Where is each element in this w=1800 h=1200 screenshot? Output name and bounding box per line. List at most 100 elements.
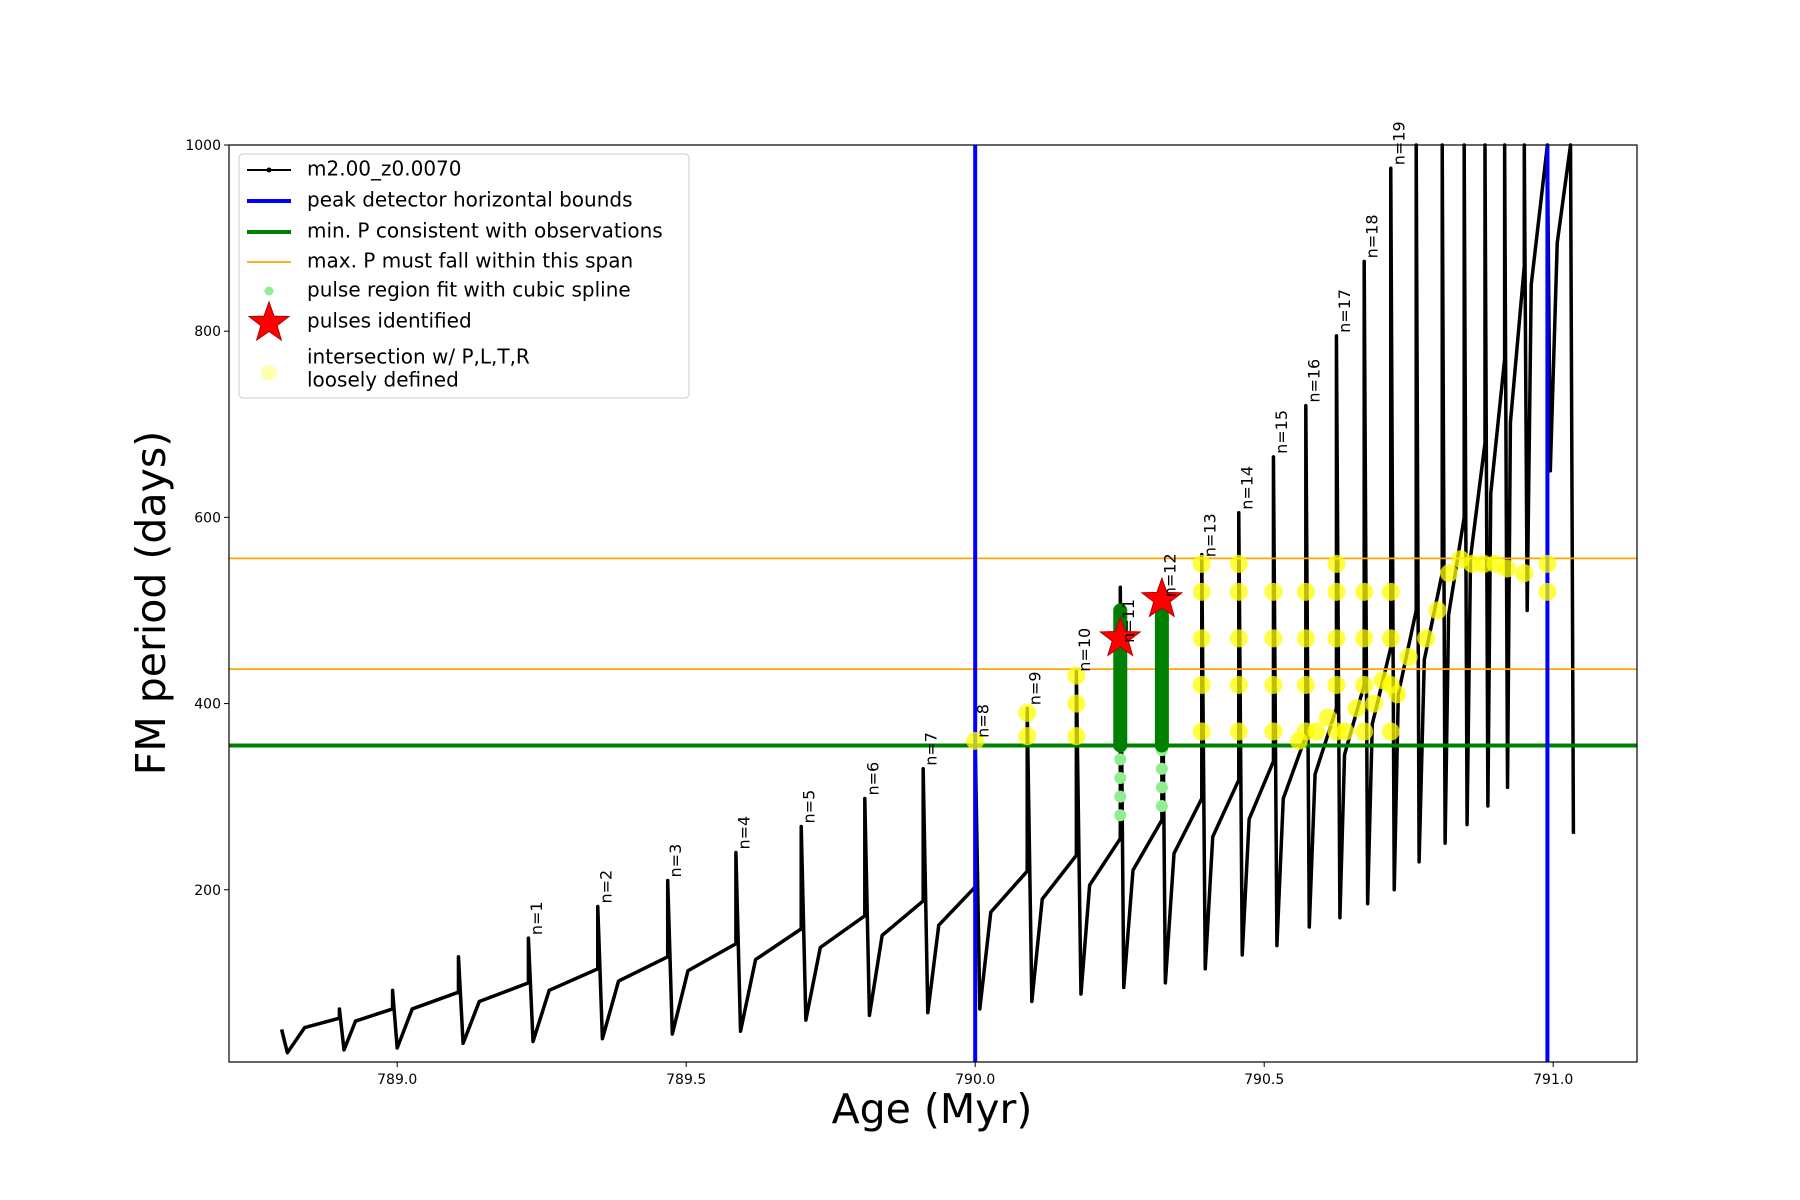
x-axis-label: Age (Myr) bbox=[832, 1085, 1033, 1133]
intersection-point bbox=[1355, 629, 1374, 648]
pulse-annotation: n=15 bbox=[1272, 410, 1291, 454]
spline-point bbox=[1155, 762, 1168, 775]
pulse-annotation: n=19 bbox=[1389, 121, 1408, 165]
pulse-annotation: n=5 bbox=[800, 790, 819, 824]
intersection-point bbox=[1229, 722, 1248, 741]
intersection-point bbox=[1192, 554, 1211, 573]
intersection-point bbox=[1381, 582, 1400, 601]
pulse-annotation: n=13 bbox=[1200, 513, 1219, 557]
intersection-point bbox=[1399, 648, 1418, 667]
intersection-point bbox=[1264, 675, 1283, 694]
intersection-point bbox=[1018, 703, 1037, 722]
intersection-point bbox=[1373, 671, 1392, 690]
pulse-annotation: n=12 bbox=[1160, 553, 1179, 597]
legend-symbol bbox=[261, 365, 277, 381]
intersection-point bbox=[1018, 727, 1037, 746]
y-tick-label: 200 bbox=[194, 883, 221, 899]
legend-label: loosely defined bbox=[307, 368, 459, 392]
intersection-point bbox=[1296, 675, 1315, 694]
spline-point bbox=[1155, 781, 1168, 794]
intersection-point bbox=[1264, 582, 1283, 601]
spline-point bbox=[1114, 753, 1127, 766]
legend-label: min. P consistent with observations bbox=[307, 219, 663, 243]
intersection-point bbox=[1388, 685, 1407, 704]
spline-point bbox=[1155, 799, 1168, 812]
intersection-point bbox=[1428, 601, 1447, 620]
intersection-point bbox=[1417, 629, 1436, 648]
pulse-annotation: n=6 bbox=[863, 762, 882, 796]
pulse-annotation: n=10 bbox=[1075, 628, 1094, 672]
y-tick-label: 400 bbox=[194, 697, 221, 713]
pulse-annotation: n=3 bbox=[666, 844, 685, 878]
intersection-point bbox=[1192, 722, 1211, 741]
pulse-annotation: n=14 bbox=[1237, 466, 1256, 510]
legend-label: max. P must fall within this span bbox=[307, 249, 633, 273]
legend-label: m2.00_z0.0070 bbox=[307, 157, 462, 181]
intersection-point bbox=[1296, 582, 1315, 601]
legend-label: pulse region fit with cubic spline bbox=[307, 278, 631, 302]
intersection-point bbox=[1289, 731, 1308, 750]
intersection-point bbox=[1067, 727, 1086, 746]
intersection-point bbox=[1381, 722, 1400, 741]
legend-symbol bbox=[264, 286, 274, 296]
intersection-point bbox=[1336, 722, 1355, 741]
x-tick-label: 790.0 bbox=[955, 1072, 995, 1088]
legend-box bbox=[238, 153, 690, 399]
y-tick-label: 800 bbox=[194, 324, 221, 340]
intersection-point bbox=[1192, 582, 1211, 601]
pulse-star bbox=[1140, 576, 1184, 618]
intersection-point bbox=[1067, 694, 1086, 713]
intersection-point bbox=[1327, 554, 1346, 573]
intersection-point bbox=[1307, 722, 1326, 741]
intersection-point bbox=[1327, 675, 1346, 694]
pulse-annotation: n=7 bbox=[922, 732, 941, 766]
pulse-annotation: n=4 bbox=[734, 816, 753, 850]
pulse-annotation: n=1 bbox=[527, 901, 546, 935]
intersection-point bbox=[1355, 582, 1374, 601]
pulse-annotation: n=9 bbox=[1026, 671, 1045, 705]
intersection-point bbox=[1296, 629, 1315, 648]
pulse-span bbox=[1154, 608, 1169, 753]
plot-area: 789.0 789.5 790.0 790.5 791.0 200 400 600 800 100… bbox=[185, 121, 1637, 1088]
intersection-point bbox=[1497, 559, 1516, 578]
pulse-annotation: n=18 bbox=[1363, 214, 1382, 258]
legend-symbol bbox=[266, 167, 272, 173]
pulse-annotation: n=16 bbox=[1304, 359, 1323, 403]
legend-symbol bbox=[247, 300, 291, 342]
intersection-point bbox=[1192, 629, 1211, 648]
intersection-point bbox=[1229, 582, 1248, 601]
intersection-point bbox=[1229, 554, 1248, 573]
axes-frame bbox=[228, 144, 1638, 1063]
intersection-point bbox=[966, 731, 985, 750]
intersection-point bbox=[1365, 694, 1384, 713]
intersection-point bbox=[1067, 666, 1086, 685]
spline-point bbox=[1114, 772, 1127, 785]
pulse-annotation: n=2 bbox=[596, 870, 615, 904]
pulse-star bbox=[1098, 615, 1142, 657]
intersection-point bbox=[1229, 629, 1248, 648]
intersection-point bbox=[1515, 564, 1534, 583]
x-tick-label: 791.0 bbox=[1533, 1072, 1573, 1088]
y-axis-label: FM period (days) bbox=[127, 431, 175, 775]
intersection-point bbox=[1229, 675, 1248, 694]
x-tick-label: 789.5 bbox=[666, 1072, 706, 1088]
intersection-point bbox=[1327, 582, 1346, 601]
intersection-point bbox=[1440, 564, 1459, 583]
intersection-point bbox=[1538, 554, 1557, 573]
intersection-point bbox=[1355, 722, 1374, 741]
legend-label: intersection w/ P,L,T,R bbox=[307, 345, 530, 369]
intersection-point bbox=[1538, 582, 1557, 601]
intersection-point bbox=[1381, 629, 1400, 648]
pulse-annotation: n=8 bbox=[974, 704, 993, 738]
legend-label: peak detector horizontal bounds bbox=[307, 188, 633, 212]
intersection-point bbox=[1192, 675, 1211, 694]
intersection-point bbox=[1347, 699, 1366, 718]
y-tick-label: 600 bbox=[194, 510, 221, 526]
x-tick-label: 789.0 bbox=[377, 1072, 417, 1088]
spline-point bbox=[1114, 790, 1127, 803]
pulse-annotation: n=17 bbox=[1335, 289, 1354, 333]
intersection-point bbox=[1327, 629, 1346, 648]
spline-point bbox=[1114, 809, 1127, 822]
